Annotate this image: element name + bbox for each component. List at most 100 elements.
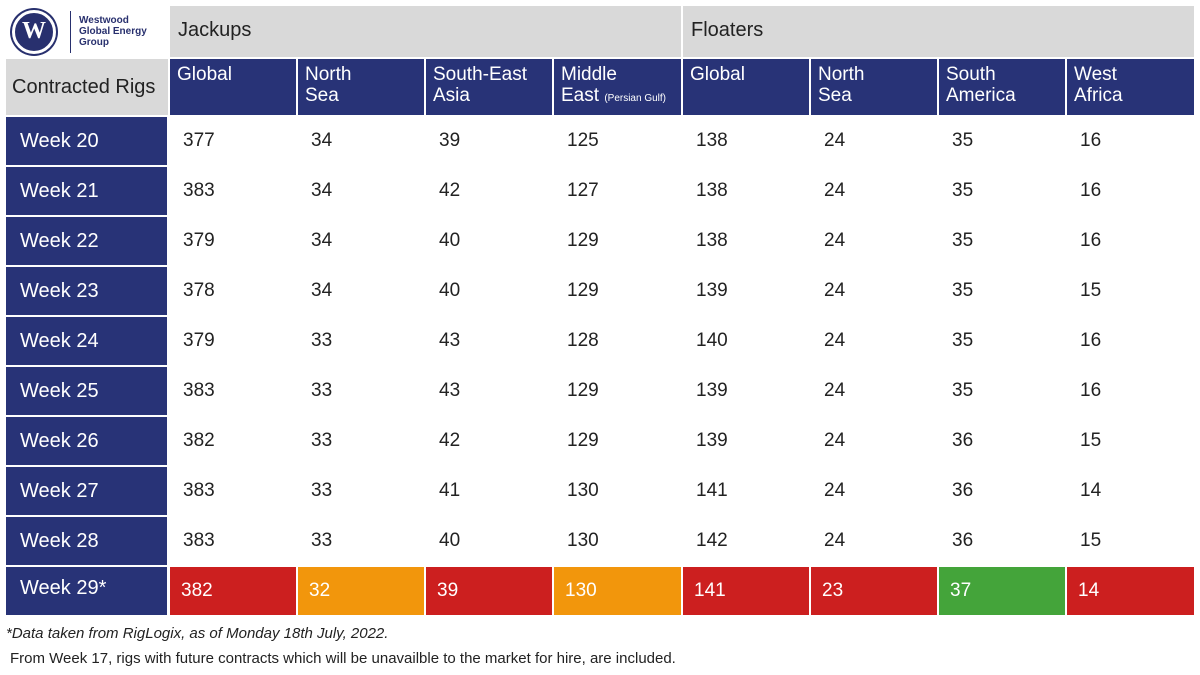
table-cell: 127	[554, 167, 681, 215]
table-cell: 35	[939, 167, 1065, 215]
table-cell: 35	[939, 317, 1065, 365]
column-header: North Sea	[811, 59, 937, 115]
table-cell: 379	[170, 317, 296, 365]
table-cell: 36	[939, 417, 1065, 465]
table-cell: 37	[939, 567, 1065, 615]
table-cell: 141	[683, 567, 809, 615]
row-header: Week 26	[6, 417, 167, 465]
table-cell: 42	[426, 417, 552, 465]
company-logo: W Westwood Global Energy Group	[6, 6, 168, 57]
table-cell: 383	[170, 467, 296, 515]
table-cell: 35	[939, 367, 1065, 415]
table-cell: 129	[554, 417, 681, 465]
table-cell: 138	[683, 217, 809, 265]
table-cell: 33	[298, 517, 424, 565]
column-header: Global	[683, 59, 809, 115]
table-cell: 128	[554, 317, 681, 365]
table-cell: 383	[170, 367, 296, 415]
column-header: South America	[939, 59, 1065, 115]
table-cell: 130	[554, 467, 681, 515]
table-cell: 139	[683, 267, 809, 315]
table-cell: 40	[426, 217, 552, 265]
methodology-note: From Week 17, rigs with future contracts…	[10, 650, 676, 667]
table-cell: 33	[298, 467, 424, 515]
table-cell: 43	[426, 367, 552, 415]
row-header: Week 24	[6, 317, 167, 365]
table-cell: 33	[298, 417, 424, 465]
logo-text: Westwood Global Energy Group	[79, 15, 147, 48]
table-cell: 32	[298, 567, 424, 615]
table-cell: 129	[554, 217, 681, 265]
table-cell: 36	[939, 517, 1065, 565]
column-header: Middle East (Persian Gulf)	[554, 59, 681, 115]
table-cell: 35	[939, 117, 1065, 165]
column-header: Global	[170, 59, 296, 115]
table-cell: 24	[811, 317, 937, 365]
table-cell: 379	[170, 217, 296, 265]
group-header-floaters: Floaters	[683, 6, 1194, 57]
table-cell: 16	[1067, 367, 1194, 415]
table-cell: 125	[554, 117, 681, 165]
table-cell: 129	[554, 367, 681, 415]
table-cell: 130	[554, 517, 681, 565]
table-cell: 35	[939, 217, 1065, 265]
table-cell: 141	[683, 467, 809, 515]
row-header: Week 28	[6, 517, 167, 565]
table-cell: 383	[170, 517, 296, 565]
table-cell: 139	[683, 367, 809, 415]
table-cell: 16	[1067, 117, 1194, 165]
table-cell: 138	[683, 117, 809, 165]
column-header: South-East Asia	[426, 59, 552, 115]
table-cell: 23	[811, 567, 937, 615]
table-cell: 34	[298, 267, 424, 315]
row-header: Week 20	[6, 117, 167, 165]
table-cell: 382	[170, 417, 296, 465]
table-cell: 16	[1067, 167, 1194, 215]
table-cell: 34	[298, 217, 424, 265]
table-cell: 382	[170, 567, 296, 615]
table-cell: 39	[426, 567, 552, 615]
table-cell: 15	[1067, 517, 1194, 565]
table-cell: 14	[1067, 567, 1194, 615]
table-cell: 24	[811, 117, 937, 165]
table-cell: 40	[426, 267, 552, 315]
source-footnote: *Data taken from RigLogix, as of Monday …	[6, 625, 389, 642]
table-cell: 24	[811, 167, 937, 215]
table-cell: 35	[939, 267, 1065, 315]
table-cell: 377	[170, 117, 296, 165]
table-cell: 130	[554, 567, 681, 615]
table-cell: 14	[1067, 467, 1194, 515]
table-cell: 24	[811, 267, 937, 315]
table-cell: 33	[298, 367, 424, 415]
row-header: Week 21	[6, 167, 167, 215]
column-header: North Sea	[298, 59, 424, 115]
table-cell: 39	[426, 117, 552, 165]
table-cell: 24	[811, 467, 937, 515]
table-cell: 140	[683, 317, 809, 365]
table-cell: 139	[683, 417, 809, 465]
table-cell: 378	[170, 267, 296, 315]
table-cell: 383	[170, 167, 296, 215]
row-header: Week 29*	[6, 567, 167, 615]
row-header: Week 22	[6, 217, 167, 265]
column-header: West Africa	[1067, 59, 1194, 115]
table-cell: 40	[426, 517, 552, 565]
table-cell: 24	[811, 367, 937, 415]
table-cell: 15	[1067, 267, 1194, 315]
table-cell: 142	[683, 517, 809, 565]
table-cell: 36	[939, 467, 1065, 515]
table-cell: 129	[554, 267, 681, 315]
row-header: Week 23	[6, 267, 167, 315]
table-cell: 24	[811, 217, 937, 265]
logo-divider	[70, 10, 71, 53]
table-cell: 34	[298, 117, 424, 165]
corner-label: Contracted Rigs	[6, 59, 168, 115]
logo-mark: W	[12, 9, 56, 54]
table-cell: 33	[298, 317, 424, 365]
table-cell: 43	[426, 317, 552, 365]
table-cell: 24	[811, 417, 937, 465]
table-cell: 138	[683, 167, 809, 215]
table-cell: 16	[1067, 317, 1194, 365]
group-header-jackups: Jackups	[170, 6, 681, 57]
table-cell: 34	[298, 167, 424, 215]
